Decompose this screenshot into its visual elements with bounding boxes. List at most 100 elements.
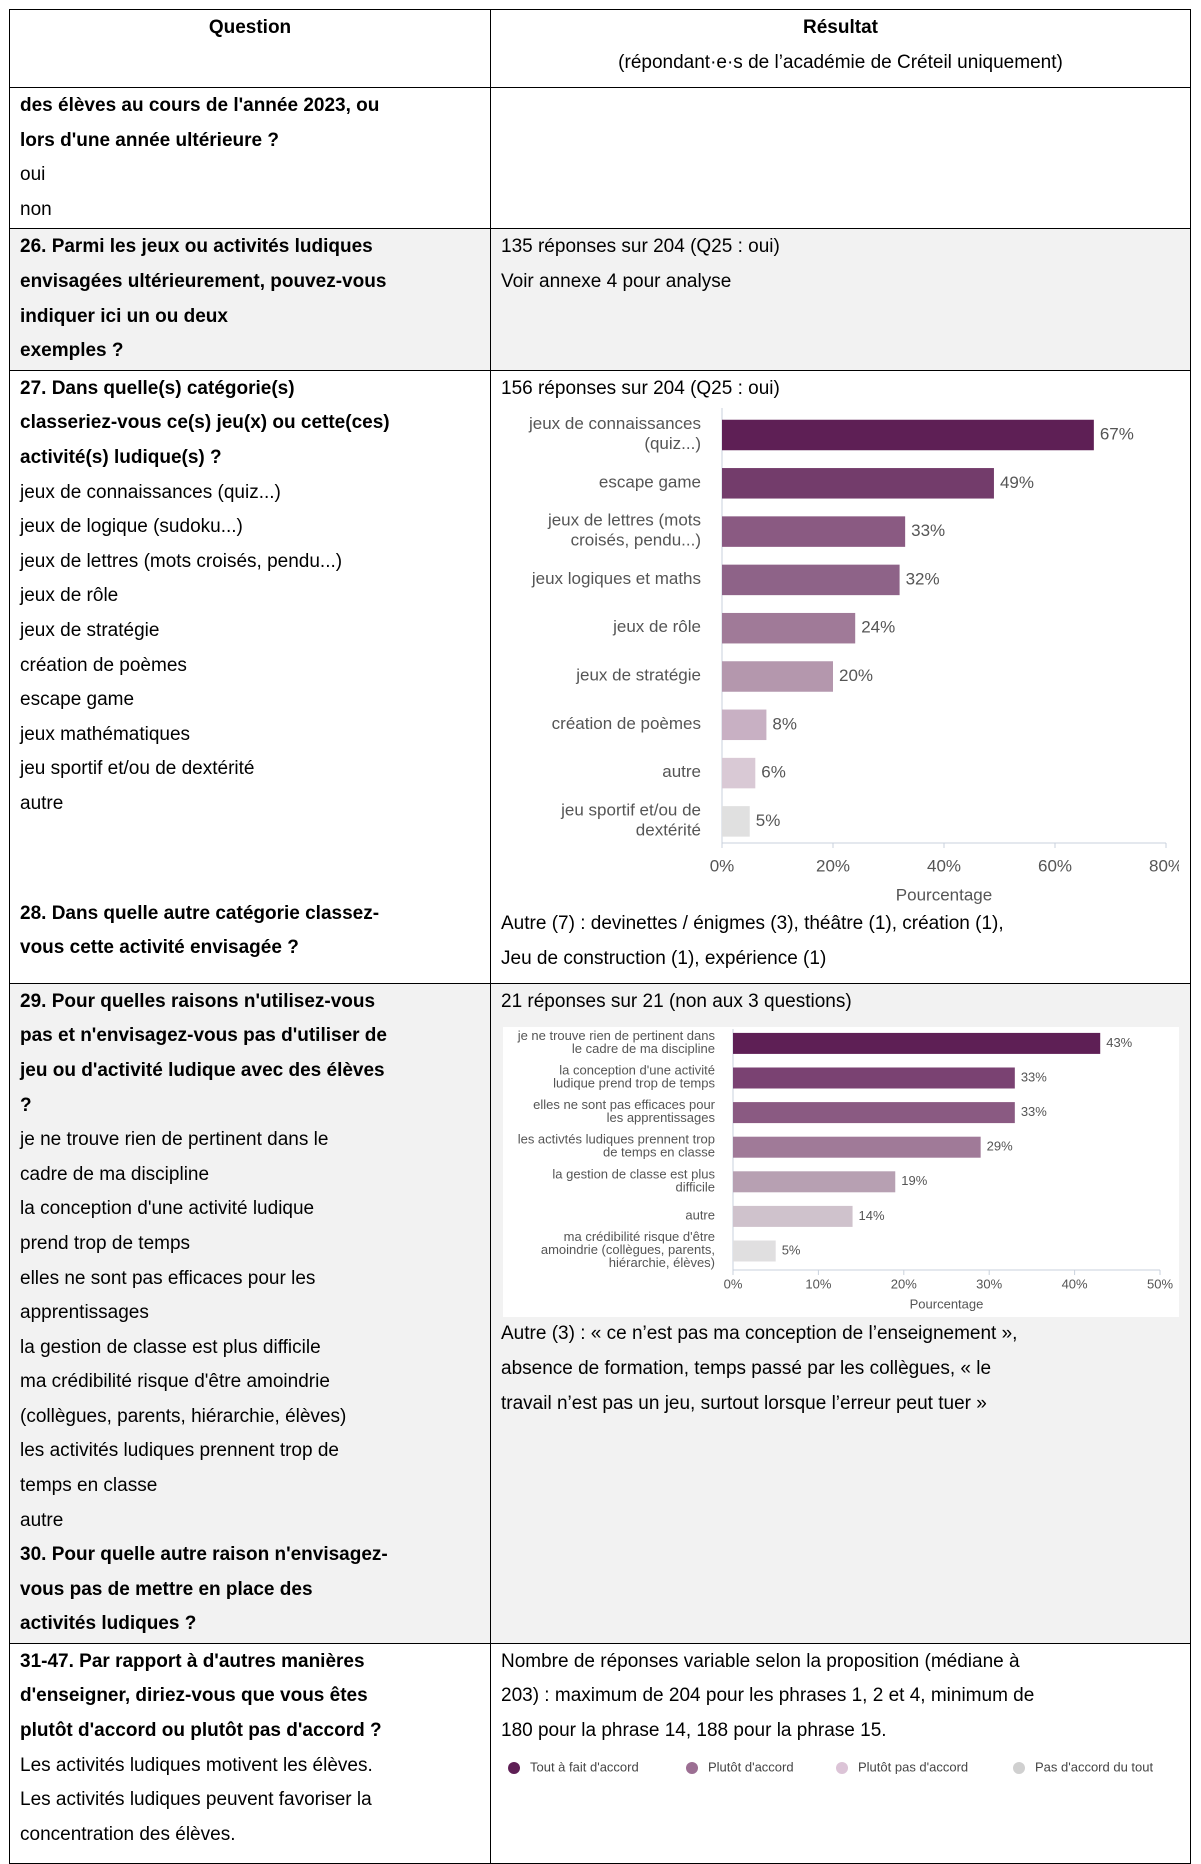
category-label: jeux de rôle (612, 618, 701, 637)
bar (733, 1171, 896, 1193)
result-line: 180 pour la phrase 14, 188 pour la phras… (501, 1719, 887, 1741)
bar (722, 564, 900, 596)
value-label: 33% (911, 521, 945, 540)
bar (733, 1067, 1015, 1089)
followup-line: 28. Dans quelle autre catégorie classez- (20, 902, 380, 924)
bar (733, 1206, 853, 1228)
question-option: jeux de lettres (mots croisés, pendu...) (20, 550, 343, 572)
x-tick-label: 80% (1149, 857, 1179, 876)
followup-line: activités ludiques ? (20, 1613, 197, 1635)
value-label: 5% (782, 1243, 801, 1258)
header-row: Question Résultat (répondant·e·s de l’aca… (9, 9, 1191, 88)
question-option: la gestion de classe est plus difficile (20, 1336, 321, 1358)
legend-label: Plutôt pas d'accord (858, 1759, 968, 1774)
bar (722, 758, 756, 789)
result-cell: Nombre de réponses variable selon la pro… (490, 1642, 1191, 1864)
x-tick-label: 20% (816, 857, 850, 876)
bar (722, 468, 994, 499)
question-option: jeux mathématiques (20, 723, 191, 745)
x-tick-label: 0% (724, 1277, 743, 1292)
question-option: Les activités ludiques peuvent favoriser… (20, 1789, 372, 1811)
table-row: 27. Dans quelle(s) catégorie(s) classerie… (9, 369, 1191, 984)
value-label: 43% (1106, 1035, 1132, 1050)
question-option: jeu sportif et/ou de dextérité (20, 758, 255, 780)
question-cell: des élèves au cours de l'année 2023, ou l… (9, 86, 491, 230)
value-label: 49% (1000, 473, 1034, 492)
question-option: jeux de stratégie (20, 619, 160, 641)
followup-question: 28. Dans quelle autre catégorie classez-… (20, 897, 379, 966)
legend-label: Plutôt d'accord (708, 1759, 794, 1774)
bar (722, 613, 856, 644)
question-title: pas et n'envisagez-vous pas d'utiliser d… (20, 1025, 387, 1047)
bar (722, 420, 1094, 451)
bar (722, 709, 767, 741)
value-label: 29% (987, 1139, 1013, 1154)
followup-line: vous pas de mettre en place des (20, 1578, 313, 1600)
category-label: la conception d'une activité ludique pren… (553, 1063, 715, 1091)
category-label: jeux de stratégie (575, 666, 701, 685)
question-option: création de poèmes (20, 654, 187, 676)
category-label: création de poèmes (552, 715, 701, 734)
bar (733, 1240, 776, 1262)
question-option: elles ne sont pas efficaces pour les (20, 1267, 316, 1289)
value-label: 8% (772, 715, 797, 734)
question-option: Les activités ludiques motivent les élèv… (20, 1754, 373, 1776)
value-label: 19% (901, 1174, 927, 1189)
results-table: Question Résultat (répondant·e·s de l’aca… (9, 9, 1191, 1864)
category-label: ma crédibilité risque d'être amoindrie (c… (541, 1230, 715, 1271)
x-tick-label: 40% (927, 857, 961, 876)
result-note: absence de formation, temps passé par le… (501, 1357, 992, 1379)
result-note: Autre (3) : « ce n’est pas ma conception… (501, 1323, 1018, 1345)
value-label: 33% (1021, 1070, 1047, 1085)
header-cell: Résultat (répondant·e·s de l’académie de … (490, 9, 1191, 88)
question-option: oui (20, 164, 46, 186)
question-option: jeux de logique (sudoku...) (20, 516, 243, 538)
question-title: ? (20, 1094, 32, 1116)
x-tick-label: 50% (1147, 1277, 1173, 1292)
category-label: jeux logiques et maths (531, 570, 701, 589)
value-label: 6% (761, 763, 786, 782)
question-option: jeux de rôle (20, 585, 119, 607)
value-label: 5% (756, 811, 781, 830)
question-title: plutôt d'accord ou plutôt pas d'accord ? (20, 1719, 382, 1741)
result-note: Autre (7) : devinettes / énigmes (3), th… (501, 913, 1004, 935)
bar (733, 1033, 1101, 1055)
result-cell: 21 réponses sur 21 (non aux 3 questions)… (490, 982, 1191, 1644)
table-row: 26. Parmi les jeux ou activités ludiques… (9, 228, 1191, 371)
x-tick-label: 0% (710, 857, 735, 876)
value-label: 14% (859, 1208, 885, 1223)
question-option: autre (20, 1509, 64, 1531)
bar-chart: 0% 10% 20% 30% 40% 50% Pourcentage 43% je ne tro… (503, 1027, 1179, 1318)
question-option: apprentissages (20, 1302, 149, 1324)
bar (722, 806, 750, 837)
legend-label: Tout à fait d'accord (530, 1759, 639, 1774)
question-option: cadre de ma discipline (20, 1163, 210, 1185)
result-line: Voir annexe 4 pour analyse (501, 270, 732, 292)
result-line: Nombre de réponses variable selon la pro… (501, 1650, 1020, 1672)
question-cell: 31-47. Par rapport à d'autres manières d'… (9, 1642, 491, 1864)
result-cell (490, 86, 1191, 230)
question-option: la conception d'une activité ludique (20, 1198, 315, 1220)
question-title: envisagées ultérieurement, pouvez-vous (20, 270, 387, 292)
table-body: Question Résultat (répondant·e·s de l’aca… (9, 9, 1191, 1864)
bar-chart: 0% 20% 40% 60% 80% Pourcentage 67% jeux de conn… (503, 406, 1179, 908)
question-title: 31-47. Par rapport à d'autres manières (20, 1650, 365, 1672)
result-cell: 156 réponses sur 204 (Q25 : oui) 0% 20% 40%… (490, 369, 1191, 984)
question-option: non (20, 198, 52, 220)
result-line: 21 réponses sur 21 (non aux 3 questions) (501, 990, 852, 1012)
question-title: lors d'une année ultérieure ? (20, 129, 279, 151)
question-option: temps en classe (20, 1475, 158, 1497)
result-line: 156 réponses sur 204 (Q25 : oui) (501, 377, 780, 399)
category-label: jeux de lettres (mots croisés, pendu...) (547, 511, 701, 550)
question-title: 27. Dans quelle(s) catégorie(s) (20, 377, 295, 399)
question-title: activité(s) ludique(s) ? (20, 446, 222, 468)
table-row: des élèves au cours de l'année 2023, ou l… (9, 86, 1191, 230)
x-tick-label: 60% (1038, 857, 1072, 876)
x-tick-label: 20% (891, 1277, 917, 1292)
legend-swatch (508, 1761, 520, 1774)
result-note: Jeu de construction (1), expérience (1) (501, 947, 827, 969)
header-result: Résultat (803, 17, 878, 38)
question-cell: 26. Parmi les jeux ou activités ludiques… (9, 228, 491, 371)
